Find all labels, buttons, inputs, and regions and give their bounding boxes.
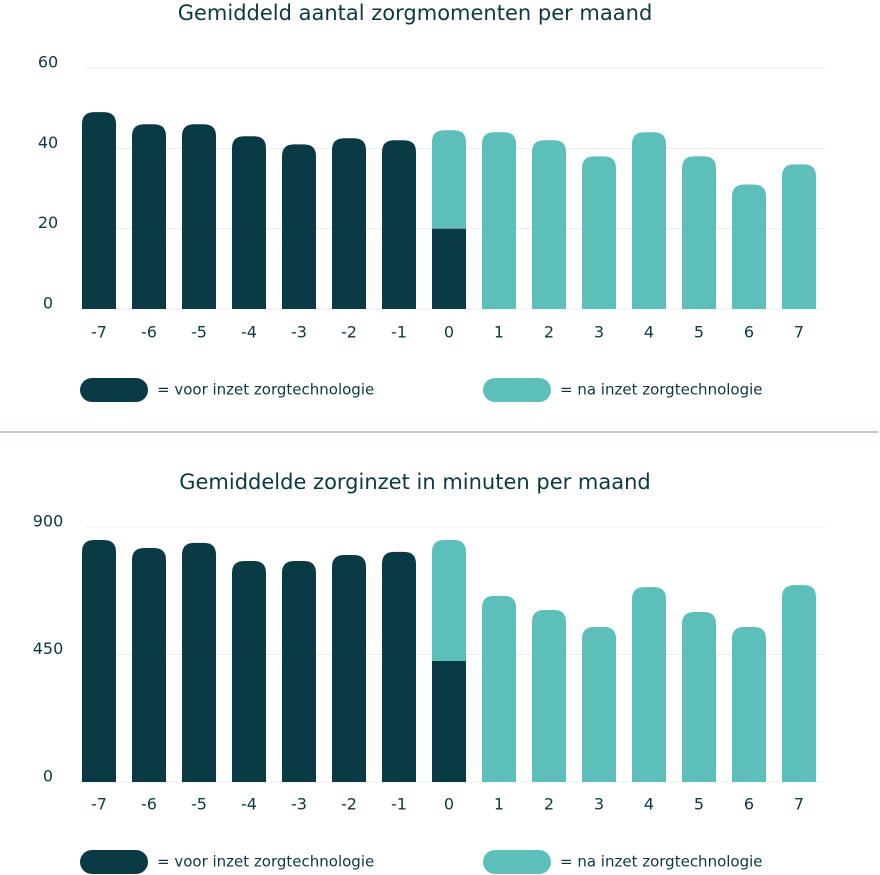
- bar: [432, 661, 466, 782]
- bar: [332, 138, 366, 309]
- legend-label: = na inzet zorgtechnologie: [560, 381, 763, 399]
- bar: [682, 156, 716, 309]
- bar: [732, 184, 766, 309]
- x-tick-label: -4: [241, 323, 257, 342]
- x-tick-label: 3: [594, 795, 604, 814]
- bar: [482, 132, 516, 309]
- bar: [132, 547, 166, 782]
- bar: [182, 542, 216, 782]
- bar: [632, 132, 666, 309]
- chart-title: Gemiddeld aantal zorgmomenten per maand: [178, 1, 653, 25]
- x-tick-label: -6: [141, 323, 157, 342]
- y-tick-label: 40: [38, 133, 58, 152]
- bar: [732, 627, 766, 782]
- x-tick-label: -7: [91, 323, 107, 342]
- y-tick-label: 20: [38, 213, 58, 232]
- legend-label: = na inzet zorgtechnologie: [560, 853, 763, 871]
- legend-swatch: [80, 850, 148, 874]
- bar: [782, 585, 816, 782]
- x-tick-label: 6: [744, 795, 754, 814]
- x-tick-label: 5: [694, 795, 704, 814]
- x-tick-label: -4: [241, 795, 257, 814]
- legend-swatch: [483, 850, 551, 874]
- bar: [82, 540, 116, 782]
- bar: [432, 130, 466, 229]
- y-tick-label: 450: [33, 639, 64, 658]
- bar: [232, 136, 266, 309]
- bar: [582, 156, 616, 309]
- bar: [332, 555, 366, 782]
- bar: [132, 124, 166, 309]
- bar: [482, 595, 516, 782]
- x-tick-label: 6: [744, 323, 754, 342]
- x-tick-label: 0: [444, 795, 454, 814]
- bar: [282, 144, 316, 309]
- x-tick-label: 4: [644, 795, 654, 814]
- x-tick-label: -3: [291, 795, 307, 814]
- y-tick-label: 0: [43, 294, 53, 313]
- x-tick-label: -3: [291, 323, 307, 342]
- legend-swatch: [80, 378, 148, 402]
- y-tick-label: 900: [33, 512, 64, 531]
- x-tick-label: -5: [191, 795, 207, 814]
- bar: [532, 610, 566, 782]
- y-tick-label: 60: [38, 53, 58, 72]
- x-tick-label: -6: [141, 795, 157, 814]
- bar: [82, 112, 116, 309]
- bar: [382, 551, 416, 782]
- legend-label: = voor inzet zorgtechnologie: [157, 853, 374, 871]
- x-tick-label: 1: [494, 323, 504, 342]
- x-tick-label: -1: [391, 323, 407, 342]
- bar: [382, 140, 416, 309]
- bar: [632, 587, 666, 782]
- bar: [682, 612, 716, 782]
- x-tick-label: 0: [444, 323, 454, 342]
- chart-title: Gemiddelde zorginzet in minuten per maan…: [179, 470, 651, 494]
- x-tick-label: 2: [544, 795, 554, 814]
- x-tick-label: 7: [794, 323, 804, 342]
- legend-swatch: [483, 378, 551, 402]
- bar: [432, 228, 466, 309]
- bar: [182, 124, 216, 309]
- y-tick-label: 0: [43, 767, 53, 786]
- x-tick-label: 1: [494, 795, 504, 814]
- x-tick-label: 3: [594, 323, 604, 342]
- x-tick-label: -1: [391, 795, 407, 814]
- x-tick-label: -2: [341, 323, 357, 342]
- bar: [232, 561, 266, 782]
- x-tick-label: -7: [91, 795, 107, 814]
- x-tick-label: 2: [544, 323, 554, 342]
- bar: [282, 561, 316, 782]
- x-tick-label: -2: [341, 795, 357, 814]
- bar: [432, 540, 466, 662]
- x-tick-label: 7: [794, 795, 804, 814]
- bar: [582, 627, 616, 782]
- bar: [782, 164, 816, 309]
- x-tick-label: 5: [694, 323, 704, 342]
- x-tick-label: 4: [644, 323, 654, 342]
- legend-label: = voor inzet zorgtechnologie: [157, 381, 374, 399]
- x-tick-label: -5: [191, 323, 207, 342]
- bar: [532, 140, 566, 309]
